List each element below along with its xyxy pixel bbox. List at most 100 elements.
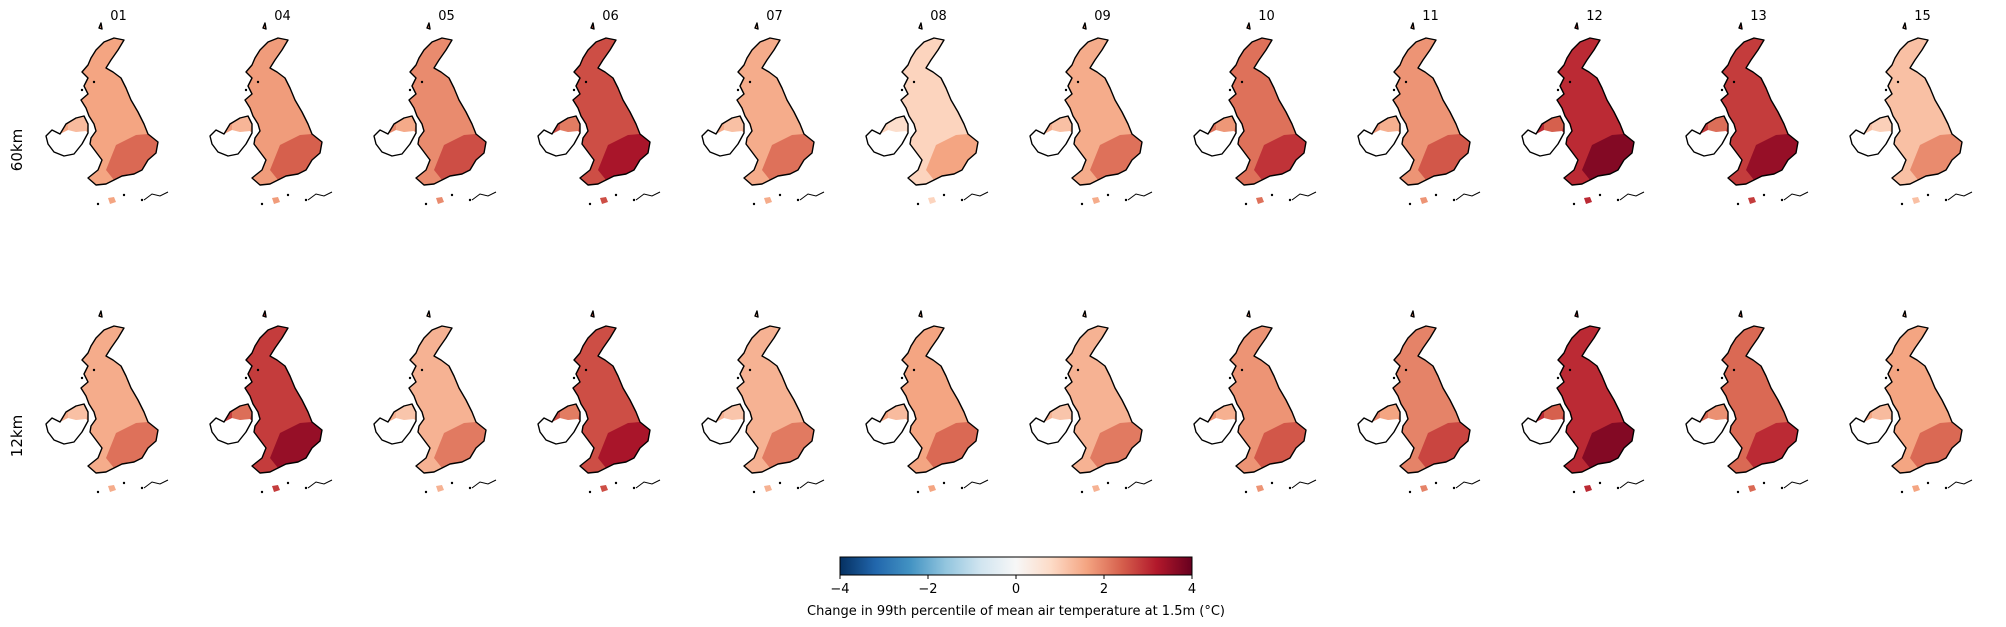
map-island — [1288, 198, 1292, 202]
map-island — [1572, 202, 1576, 206]
map-northern-ireland — [396, 116, 416, 132]
map-island — [1270, 481, 1274, 485]
column-title: 09 — [1094, 9, 1111, 24]
map-southeast-region — [434, 134, 486, 180]
map-island — [942, 193, 946, 197]
map-northern-ireland — [1544, 404, 1564, 420]
map-ireland-nodata — [374, 418, 416, 444]
map-ireland-nodata — [866, 130, 908, 156]
map-northern-ireland — [1052, 116, 1072, 132]
map-island — [1434, 193, 1438, 197]
map-panel — [1357, 310, 1481, 494]
map-northern-ireland — [560, 116, 580, 132]
map-panel — [1849, 310, 1973, 494]
map-island — [614, 481, 618, 485]
map-panel — [373, 310, 497, 494]
map-panel — [865, 22, 989, 206]
map-northern-ireland — [1216, 116, 1236, 132]
map-island — [1616, 198, 1620, 202]
map-island — [1240, 80, 1244, 84]
map-island — [1780, 198, 1784, 202]
map-panel — [1193, 310, 1317, 494]
map-northern-ireland — [1708, 404, 1728, 420]
map-island — [140, 486, 144, 490]
map-france-coast — [143, 191, 169, 201]
row-labels: 60km 12km — [8, 129, 26, 457]
map-france-coast — [1619, 191, 1645, 201]
colorbar-label: Change in 99th percentile of mean air te… — [807, 604, 1225, 619]
map-southeast-region — [598, 422, 650, 468]
map-island — [420, 368, 424, 372]
colorbar-tick-label: 0 — [1012, 582, 1020, 597]
map-island — [736, 88, 740, 92]
map-island — [1064, 376, 1068, 380]
map-island — [408, 376, 412, 380]
map-island — [1762, 481, 1766, 485]
row-label: 12km — [8, 415, 26, 457]
map-island — [584, 80, 588, 84]
map-panel — [1685, 310, 1809, 494]
map-island — [614, 193, 618, 197]
map-island — [752, 202, 756, 206]
map-island — [1736, 202, 1740, 206]
map-island — [584, 368, 588, 372]
map-panel — [701, 310, 825, 494]
column-title: 11 — [1422, 9, 1439, 24]
map-island — [1616, 486, 1620, 490]
map-island — [80, 88, 84, 92]
map-southeast-region — [106, 422, 158, 468]
map-southeast-region — [270, 422, 322, 468]
map-southeast-region — [1746, 422, 1798, 468]
colorbar-tick-label: −2 — [918, 582, 937, 597]
map-ireland-nodata — [702, 130, 744, 156]
map-island — [1568, 80, 1572, 84]
map-panel — [45, 310, 169, 494]
map-france-coast — [307, 191, 333, 201]
map-ireland-nodata — [538, 130, 580, 156]
map-island — [1288, 486, 1292, 490]
map-panel — [1029, 22, 1153, 206]
map-island — [960, 198, 964, 202]
map-france-coast — [635, 191, 661, 201]
map-island — [450, 193, 454, 197]
map-france-coast — [799, 479, 825, 489]
map-island — [260, 490, 264, 494]
map-island — [1076, 368, 1080, 372]
map-southeast-region — [1582, 422, 1634, 468]
map-france-coast — [471, 479, 497, 489]
map-island — [778, 481, 782, 485]
map-northern-ireland — [1708, 116, 1728, 132]
map-northern-ireland — [888, 116, 908, 132]
map-ireland-nodata — [46, 130, 88, 156]
map-island — [1392, 376, 1396, 380]
map-panel — [865, 310, 989, 494]
map-island — [244, 376, 248, 380]
column-title: 06 — [602, 9, 619, 24]
colorbar-tick-label: −4 — [830, 582, 849, 597]
map-island — [1736, 490, 1740, 494]
map-southeast-region — [926, 134, 978, 180]
map-island — [1572, 490, 1576, 494]
map-land — [1686, 311, 1798, 492]
map-ireland-nodata — [1358, 130, 1400, 156]
map-island — [468, 486, 472, 490]
map-land — [46, 311, 158, 492]
map-island — [588, 490, 592, 494]
map-island — [420, 80, 424, 84]
map-ireland-nodata — [1194, 418, 1236, 444]
map-ireland-nodata — [538, 418, 580, 444]
map-panel — [537, 22, 661, 206]
map-land — [374, 311, 486, 492]
map-ireland-nodata — [702, 418, 744, 444]
map-land — [1522, 23, 1634, 204]
map-island — [916, 202, 920, 206]
map-panel — [701, 22, 825, 206]
map-ireland-nodata — [1686, 418, 1728, 444]
map-ireland-nodata — [210, 418, 252, 444]
map-southeast-region — [1910, 134, 1962, 180]
map-island — [916, 490, 920, 494]
map-ireland-nodata — [1850, 130, 1892, 156]
map-island — [1124, 486, 1128, 490]
map-island — [92, 80, 96, 84]
map-southeast-region — [762, 134, 814, 180]
